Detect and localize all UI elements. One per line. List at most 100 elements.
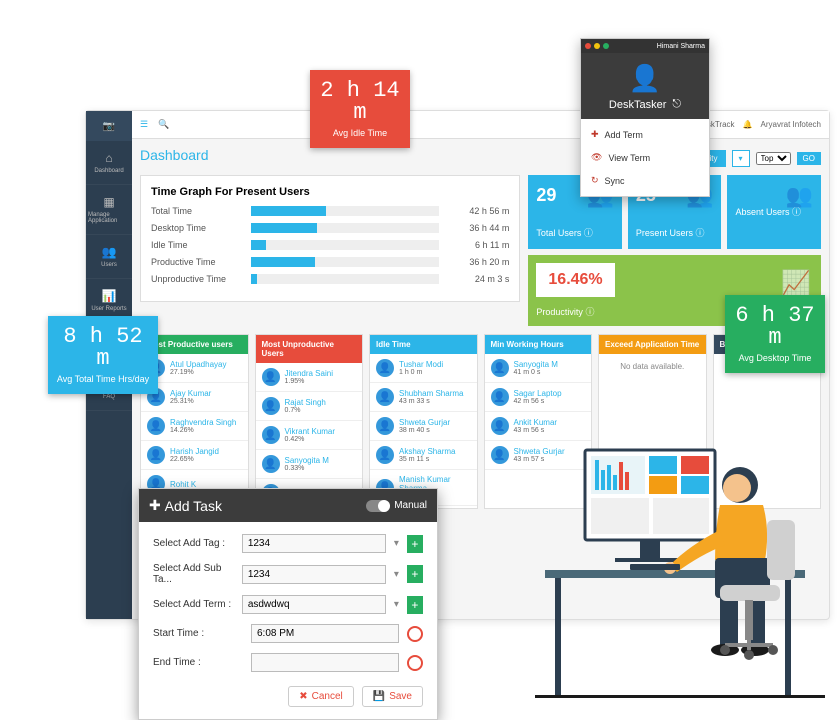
user-value: 42 m 56 s <box>514 398 562 405</box>
sidebar-label: Manage Application <box>88 212 130 224</box>
user-name: Sagar Laptop <box>514 389 562 398</box>
avg-idle-badge: 2 h 14 m Avg Idle Time <box>310 70 410 148</box>
avatar-icon: 👤 <box>491 417 509 435</box>
list-header: Most Unproductive Users <box>256 335 363 363</box>
save-button[interactable]: 💾 Save <box>362 686 423 707</box>
user-item[interactable]: 👤Vikrant Kumar0.42% <box>256 421 363 450</box>
go-button[interactable]: GO <box>797 152 821 165</box>
desktasker-header: 👤 DeskTasker ⎋ <box>581 53 709 119</box>
close-dot[interactable] <box>585 43 591 49</box>
add-tag-button[interactable]: + <box>407 535 423 553</box>
sidebar-item[interactable]: ⌂Dashboard <box>86 141 132 185</box>
avatar-icon: 👤 <box>262 455 280 473</box>
tag-select[interactable] <box>242 534 386 553</box>
no-data-message: No data available. <box>599 354 706 379</box>
time-label: Idle Time <box>151 240 241 250</box>
menu-icon: ↻ <box>591 175 599 186</box>
menu-item[interactable]: ↻Sync <box>581 169 709 192</box>
time-row: Idle Time6 h 11 m <box>151 240 509 250</box>
list-card: Idle Time👤Tushar Modi1 h 0 m👤Shubham Sha… <box>369 334 478 509</box>
time-value: 36 h 20 m <box>449 257 509 267</box>
manual-label: Manual <box>394 500 427 511</box>
user-value: 22.65% <box>170 456 219 463</box>
hamburger-icon[interactable]: ☰ <box>140 119 148 130</box>
user-name: Harish Jangid <box>170 447 219 456</box>
avg-desktop-badge: 6 h 37 m Avg Desktop Time <box>725 295 825 373</box>
user-item[interactable]: 👤Rajat Singh0.7% <box>256 392 363 421</box>
productivity-label: Productivity <box>536 307 583 317</box>
max-dot[interactable] <box>603 43 609 49</box>
time-bar <box>251 223 439 233</box>
min-dot[interactable] <box>594 43 600 49</box>
user-value: 35 m 11 s <box>399 456 455 463</box>
user-name: Shweta Gurjar <box>399 418 450 427</box>
list-header: Exceed Application Time <box>599 335 706 354</box>
user-item[interactable]: 👤Raghvendra Singh14.26% <box>141 412 248 441</box>
user-item[interactable]: 👤Jitendra Saini1.95% <box>256 363 363 392</box>
stat-label: Present Users ⓘ <box>636 226 714 239</box>
logout-icon[interactable]: ⎋ <box>672 98 681 111</box>
time-label: Unproductive Time <box>151 274 241 284</box>
start-time-input[interactable] <box>251 624 399 643</box>
productivity-value: 16.46% <box>536 263 614 297</box>
badge-label: Avg Total Time Hrs/day <box>56 374 150 384</box>
user-item[interactable]: 👤 Akshay Sharma35 m 11 s <box>370 441 477 470</box>
time-label: Desktop Time <box>151 223 241 233</box>
user-name: Tushar Modi <box>399 360 443 369</box>
menu-item[interactable]: 👁View Term <box>581 146 709 169</box>
menu-item[interactable]: ✚Add Term <box>581 123 709 146</box>
user-value: 38 m 40 s <box>399 427 450 434</box>
user-name: Vikrant Kumar <box>285 427 336 436</box>
sidebar-icon: ⌂ <box>105 151 112 165</box>
filter-button[interactable]: ▾ <box>732 150 750 167</box>
avatar-icon: 👤 <box>376 446 394 464</box>
badge-value: 2 h 14 m <box>318 80 402 124</box>
info-icon[interactable]: ⓘ <box>585 307 594 317</box>
sidebar-item[interactable]: ▦ Manage Application <box>86 185 132 235</box>
user-value: 43 m 33 s <box>399 398 463 405</box>
clock-icon[interactable] <box>407 626 423 642</box>
sidebar-label: FAQ <box>103 394 115 400</box>
user-name: Sanyogita M <box>514 360 558 369</box>
user-item[interactable]: 👤Sanyogita M0.33% <box>256 450 363 479</box>
time-value: 36 h 44 m <box>449 223 509 233</box>
search-icon[interactable]: 🔍 <box>158 119 169 130</box>
user-item[interactable]: 👤Tushar Modi1 h 0 m <box>370 354 477 383</box>
stat-card[interactable]: 👥Absent Users ⓘ <box>727 175 821 249</box>
sidebar-icon: ▦ <box>103 195 114 209</box>
manual-toggle[interactable] <box>366 500 390 512</box>
company-label: Aryavrat Infotech <box>761 120 821 129</box>
subtag-select[interactable] <box>242 565 386 584</box>
clock-icon[interactable] <box>407 655 423 671</box>
add-term-button[interactable]: + <box>407 596 423 614</box>
user-value: 0.42% <box>285 436 336 443</box>
term-select[interactable] <box>242 595 386 614</box>
user-name: Akshay Sharma <box>399 447 455 456</box>
cancel-button[interactable]: ✖ Cancel <box>288 686 354 707</box>
time-value: 42 h 56 m <box>449 206 509 216</box>
topbar: ☰ 🔍 DeskTrack 🔔 Aryavrat Infotech <box>132 111 829 139</box>
list-card: Most Unproductive Users👤Jitendra Saini1.… <box>255 334 364 509</box>
avatar-icon: 👤 <box>491 446 509 464</box>
notification-icon[interactable]: 🔔 <box>743 120 753 129</box>
avatar-icon: 👤 <box>147 417 165 435</box>
user-name: Jitendra Saini <box>285 369 333 378</box>
user-item[interactable]: 👤Shubham Sharma43 m 33 s <box>370 383 477 412</box>
sidebar-item[interactable]: 👥Users <box>86 235 132 279</box>
avg-total-badge: 8 h 52 m Avg Total Time Hrs/day <box>48 316 158 394</box>
add-subtag-button[interactable]: + <box>407 565 423 583</box>
sidebar-label: Users <box>101 262 117 268</box>
user-value: 41 m 0 s <box>514 369 558 376</box>
add-task-title: Add Task <box>165 498 222 514</box>
time-bar <box>251 206 439 216</box>
user-item[interactable]: 👤Sagar Laptop42 m 56 s <box>485 383 592 412</box>
avatar-icon: 👤 <box>376 359 394 377</box>
avatar-icon: 👤 <box>262 397 280 415</box>
time-value: 24 m 3 s <box>449 274 509 284</box>
end-time-input[interactable] <box>251 653 399 672</box>
user-item[interactable]: 👤Sanyogita M41 m 0 s <box>485 354 592 383</box>
user-item[interactable]: 👤Harish Jangid22.65% <box>141 441 248 470</box>
menu-label: Add Term <box>605 130 643 140</box>
user-item[interactable]: 👤Shweta Gurjar38 m 40 s <box>370 412 477 441</box>
top-dropdown[interactable]: Top <box>756 152 791 165</box>
